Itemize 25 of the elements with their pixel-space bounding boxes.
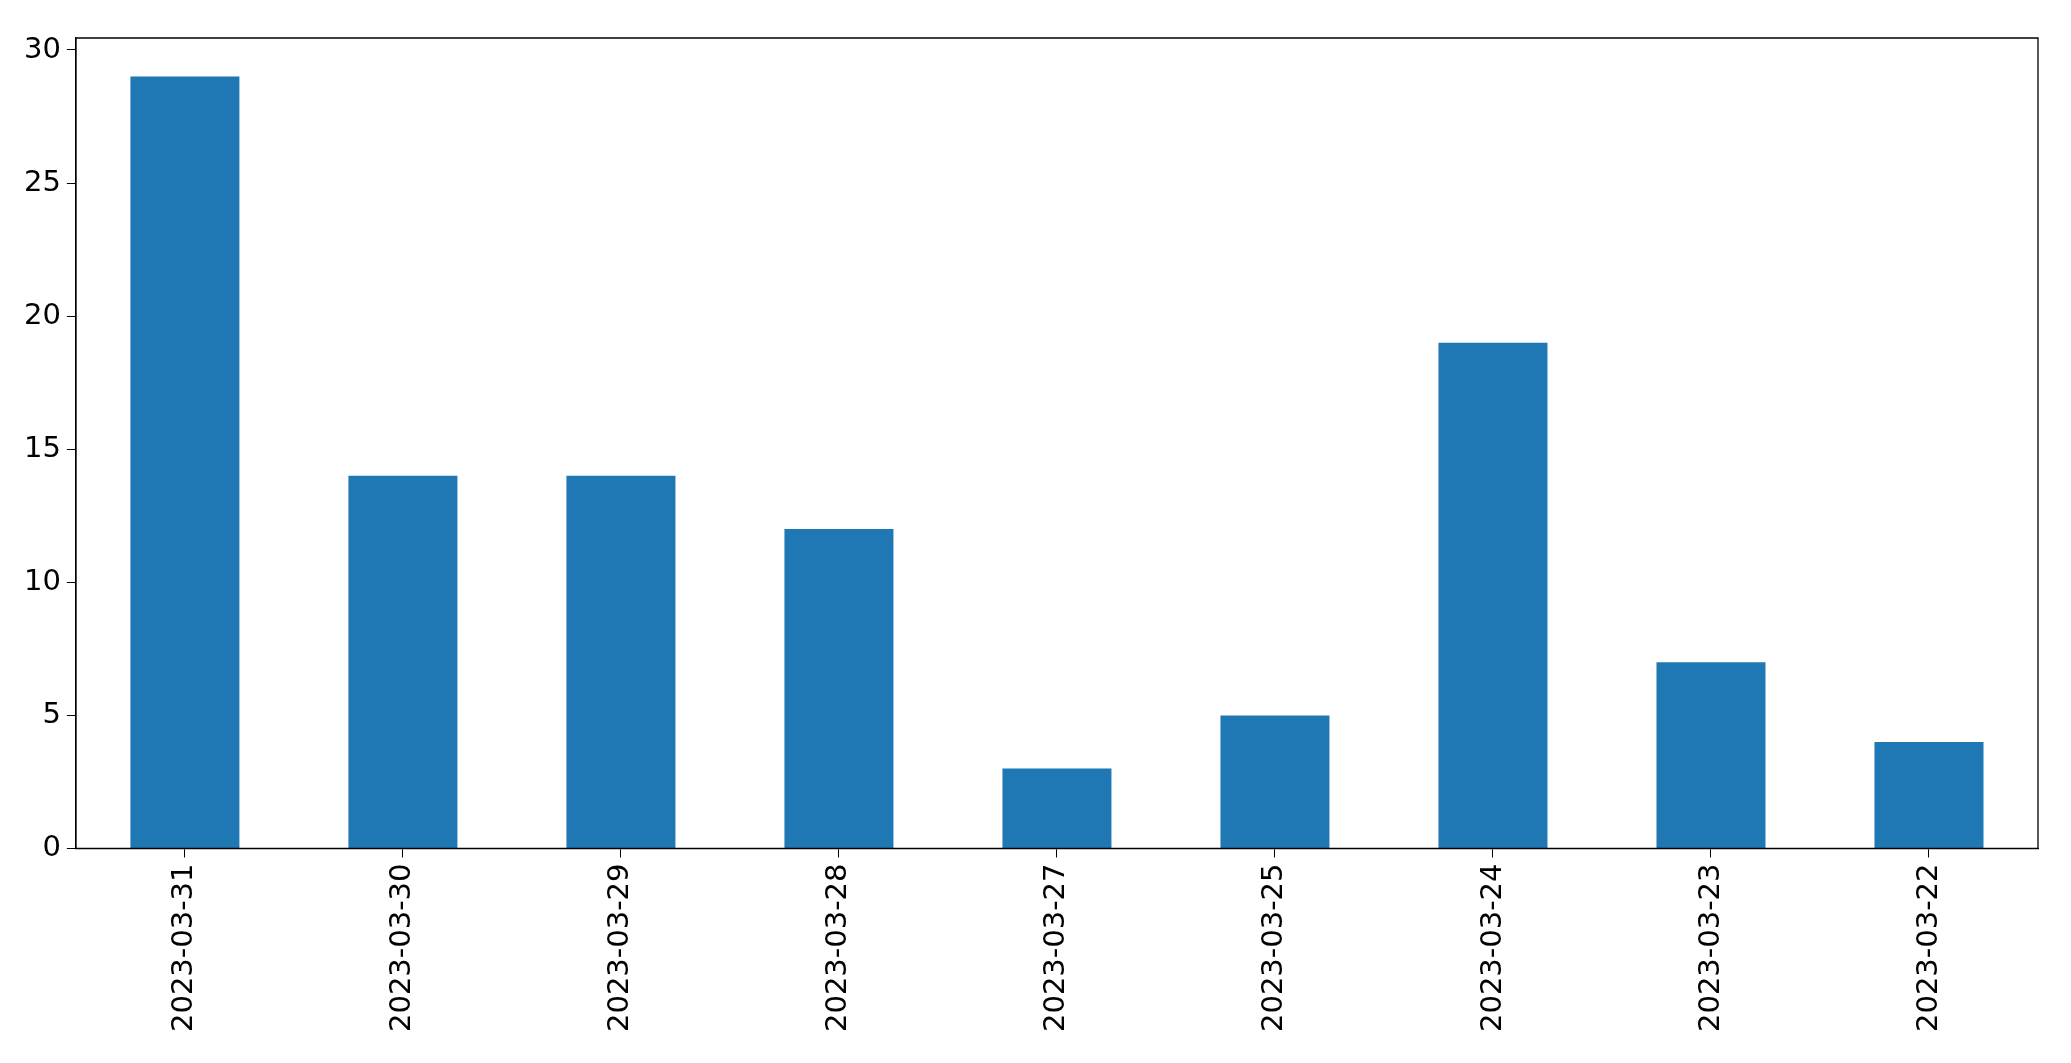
x-tick-label: 2023-03-30 xyxy=(383,863,418,1033)
bar xyxy=(1438,342,1548,848)
x-tick-label: 2023-03-31 xyxy=(165,863,200,1033)
y-tick-label: 0 xyxy=(42,829,61,863)
x-tick-label: 2023-03-24 xyxy=(1473,863,1508,1033)
bar xyxy=(130,76,240,848)
bar xyxy=(1874,742,1984,848)
x-tick-label: 2023-03-22 xyxy=(1909,863,1944,1033)
bar xyxy=(348,475,458,848)
y-tick-label: 25 xyxy=(24,163,61,198)
x-tick-label: 2023-03-25 xyxy=(1255,863,1290,1033)
x-tick-label: 2023-03-29 xyxy=(601,863,636,1033)
x-tick-label: 2023-03-28 xyxy=(819,863,854,1033)
bar xyxy=(1220,715,1330,848)
y-tick-label: 20 xyxy=(24,296,61,331)
x-tick-label: 2023-03-23 xyxy=(1691,863,1726,1033)
y-tick-label: 10 xyxy=(24,562,61,597)
y-tick-label: 5 xyxy=(42,695,61,730)
bar xyxy=(1002,768,1112,848)
bar xyxy=(566,475,676,848)
y-tick-label: 30 xyxy=(24,30,61,65)
bar xyxy=(1656,662,1766,848)
y-tick-label: 15 xyxy=(24,429,61,464)
bar xyxy=(784,529,894,848)
x-tick-label: 2023-03-27 xyxy=(1037,863,1072,1033)
